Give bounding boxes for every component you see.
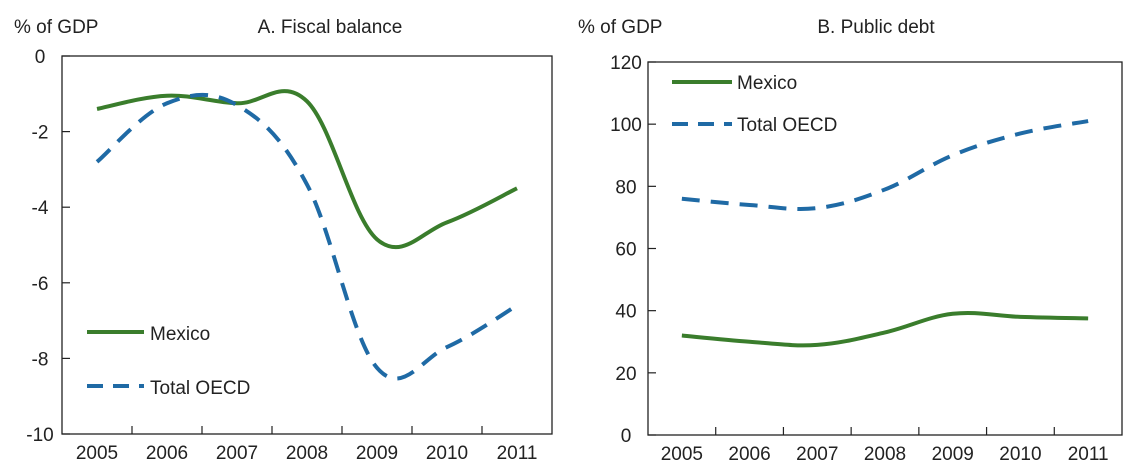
data-point <box>95 107 99 111</box>
y-tick-label: 0 <box>35 47 46 68</box>
x-tick-label: 2006 <box>146 443 188 463</box>
x-tick-label: 2011 <box>1068 444 1109 463</box>
series-line-total-oecd <box>95 92 519 381</box>
legend-mexico-label-a: Mexico <box>150 324 210 345</box>
x-tick-label: 2007 <box>216 443 258 463</box>
panel-a-series <box>95 89 519 381</box>
x-tick-label: 2010 <box>426 443 468 463</box>
panel-a-x-ticks: 2005 2006 2007 2008 2009 2010 2011 <box>76 426 538 463</box>
data-point <box>1018 131 1022 135</box>
series-line-mexico <box>96 89 518 249</box>
data-point <box>445 220 449 224</box>
data-point <box>515 303 519 307</box>
y-tick-label: 40 <box>615 302 636 323</box>
panel-b-y-ticks: 120 100 80 60 40 20 0 <box>610 53 656 447</box>
y-tick-label: -2 <box>32 123 49 144</box>
data-point <box>375 366 379 370</box>
legend-mexico-label-b: Mexico <box>737 73 797 94</box>
x-tick-label: 2006 <box>728 444 770 463</box>
x-tick-label: 2010 <box>999 444 1041 463</box>
x-tick-label: 2007 <box>796 444 838 463</box>
panel-b-title: B. Public debt <box>817 17 935 38</box>
x-tick-label: 2011 <box>497 443 538 463</box>
data-point <box>1086 316 1090 320</box>
y-tick-label: -8 <box>32 349 49 370</box>
x-tick-label: 2009 <box>356 443 398 463</box>
panel-b-plot-frame <box>647 61 1123 436</box>
data-point <box>815 343 819 347</box>
data-point <box>680 334 684 338</box>
panel-b-series <box>680 119 1090 348</box>
data-point <box>951 312 955 316</box>
data-point <box>165 94 169 98</box>
legend-oecd-label-a: Total OECD <box>150 378 250 399</box>
data-point <box>815 206 819 210</box>
x-tick-label: 2005 <box>76 443 118 463</box>
data-point <box>951 153 955 157</box>
data-point <box>883 187 887 191</box>
x-tick-label: 2009 <box>932 444 974 463</box>
y-tick-label: -4 <box>32 198 49 219</box>
data-point <box>305 99 309 103</box>
panel-a-plot-frame <box>61 55 553 435</box>
series-line-total-oecd <box>681 119 1089 212</box>
y-tick-label: 100 <box>610 115 642 136</box>
y-tick-label: 20 <box>615 364 636 385</box>
panel-a-legend: Mexico Total OECD <box>87 324 250 399</box>
panel-b-x-ticks: 2005 2006 2007 2008 2009 2010 2011 <box>661 427 1109 463</box>
data-point <box>1018 315 1022 319</box>
panel-fiscal-balance: % of GDP A. Fiscal balance 0-2-4-6-8-10 … <box>14 17 553 463</box>
data-point <box>883 330 887 334</box>
panel-b-legend: Mexico Total OECD <box>672 73 837 136</box>
x-tick-label: 2008 <box>286 443 328 463</box>
data-point <box>305 183 309 187</box>
panel-b-ylabel: % of GDP <box>578 17 662 38</box>
panel-a-y-ticks: 0 -2 -4 -6 -8 -10 <box>26 47 70 446</box>
data-point <box>165 101 169 105</box>
panel-a-title: A. Fiscal balance <box>258 17 403 38</box>
y-tick-label: -6 <box>32 274 49 295</box>
y-tick-label: 0 <box>621 426 632 447</box>
data-point <box>748 340 752 344</box>
series-line-mexico <box>681 310 1089 348</box>
data-point <box>235 103 239 107</box>
data-point <box>515 186 519 190</box>
x-tick-label: 2008 <box>864 444 906 463</box>
data-point <box>95 160 99 164</box>
data-point <box>1086 119 1090 123</box>
y-tick-label: 120 <box>610 53 642 74</box>
y-tick-label: -10 <box>26 425 53 446</box>
data-point <box>748 203 752 207</box>
data-point <box>445 345 449 349</box>
y-tick-label: 80 <box>615 177 636 198</box>
x-tick-label: 2005 <box>661 444 703 463</box>
data-point <box>375 237 379 241</box>
data-point <box>680 197 684 201</box>
legend-oecd-label-b: Total OECD <box>737 115 837 136</box>
panel-a-ylabel: % of GDP <box>14 17 98 38</box>
panel-public-debt: % of GDP B. Public debt 120100806040200 … <box>578 17 1123 463</box>
y-tick-label: 60 <box>615 240 636 261</box>
